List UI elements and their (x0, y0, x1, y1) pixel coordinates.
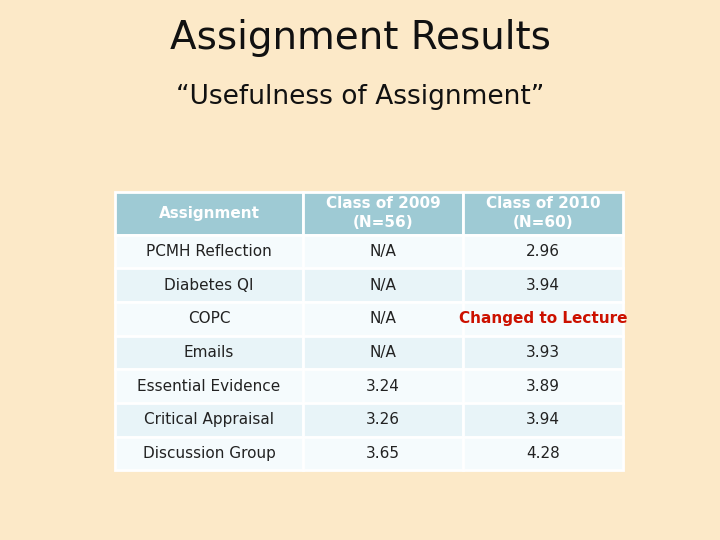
Bar (303, 235, 463, 268)
Text: Assignment: Assignment (158, 206, 259, 221)
Bar (303, 268, 463, 302)
Text: 3.94: 3.94 (526, 278, 560, 293)
Text: “Usefulness of Assignment”: “Usefulness of Assignment” (176, 84, 544, 110)
Bar (463, 192, 623, 235)
Text: PCMH Reflection: PCMH Reflection (146, 244, 272, 259)
Text: 3.24: 3.24 (366, 379, 400, 394)
Bar (463, 436, 623, 470)
Text: 3.94: 3.94 (526, 412, 560, 427)
Text: Discussion Group: Discussion Group (143, 446, 276, 461)
Text: N/A: N/A (369, 278, 397, 293)
Text: 3.26: 3.26 (366, 412, 400, 427)
Bar (115, 235, 303, 268)
Bar (303, 336, 463, 369)
Text: Class of 2010
(N=60): Class of 2010 (N=60) (485, 197, 600, 230)
Text: N/A: N/A (369, 244, 397, 259)
Text: 3.65: 3.65 (366, 446, 400, 461)
Bar (463, 403, 623, 436)
Text: 4.28: 4.28 (526, 446, 559, 461)
Bar (463, 235, 623, 268)
Bar (303, 436, 463, 470)
Text: Emails: Emails (184, 345, 234, 360)
Text: Critical Appraisal: Critical Appraisal (144, 412, 274, 427)
Bar (115, 403, 303, 436)
Bar (463, 336, 623, 369)
Bar (115, 336, 303, 369)
Bar (303, 369, 463, 403)
Bar (463, 369, 623, 403)
Text: 2.96: 2.96 (526, 244, 560, 259)
Bar (303, 403, 463, 436)
Text: Class of 2009
(N=56): Class of 2009 (N=56) (325, 197, 441, 230)
Text: N/A: N/A (369, 345, 397, 360)
Text: N/A: N/A (369, 312, 397, 326)
Bar (115, 302, 303, 336)
Text: Diabetes QI: Diabetes QI (164, 278, 253, 293)
Text: Assignment Results: Assignment Results (170, 19, 550, 57)
Text: COPC: COPC (188, 312, 230, 326)
Text: 3.89: 3.89 (526, 379, 560, 394)
Bar (115, 369, 303, 403)
Bar (463, 302, 623, 336)
Bar (115, 436, 303, 470)
Bar (463, 268, 623, 302)
Bar (303, 192, 463, 235)
Bar (303, 302, 463, 336)
Bar (115, 268, 303, 302)
Text: 3.93: 3.93 (526, 345, 560, 360)
Bar (115, 192, 303, 235)
Text: Essential Evidence: Essential Evidence (138, 379, 281, 394)
Text: Changed to Lecture: Changed to Lecture (459, 312, 627, 326)
